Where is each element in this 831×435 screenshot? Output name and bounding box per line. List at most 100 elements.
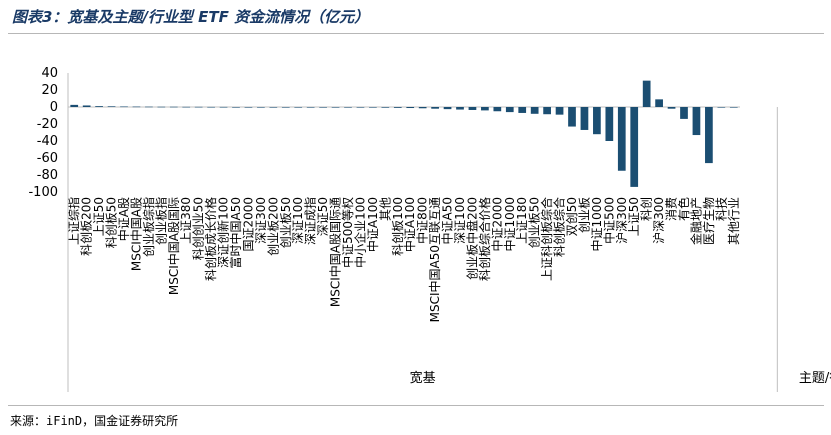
bar [381,107,390,108]
bar [680,107,688,119]
bar-series [70,80,738,187]
bar [431,107,439,109]
y-tick-label: 20 [41,83,58,98]
bar [605,107,614,141]
x-tick-label: MSCI中国A50互联互通 [427,197,442,322]
bar [518,107,527,113]
x-tick-label: 创业板50 [279,197,293,248]
bar [269,107,278,108]
x-tick-label: 深证成指 [303,197,318,245]
figure-title: 图表3：宽基及主题/行业型 ETF 资金流情况（亿元） [12,8,370,26]
bar [169,106,178,108]
bar [145,106,153,108]
bar [468,107,477,110]
x-tick-label: 有色 [677,197,691,221]
x-tick-label: 科创创业50 [192,197,206,260]
bar [568,107,576,127]
bar [369,107,377,108]
bar [120,106,128,108]
y-tick-label: 0 [50,100,58,115]
x-tick-label: 上证380 [179,197,193,244]
category-groups: 宽基 主题/行业 [67,73,831,392]
bar [132,106,141,108]
bar [344,107,352,108]
x-tick-label: 创业板50 [528,197,542,248]
x-tick-label: 国证2000 [241,197,255,252]
x-tick-label: 中证A100 [402,197,417,252]
y-tick-label: -40 [37,134,58,149]
x-tick-label: 创业板 [577,197,591,233]
bar [294,107,303,108]
bar [281,107,290,108]
bar [630,107,639,187]
bar [729,107,738,108]
x-tick-label: 上证科创板综合 [539,197,554,281]
x-tick-label: 创业板中盘200 [464,197,479,280]
bar [331,107,340,108]
x-tick-label: 富时中国A50 [228,197,243,268]
bar [717,107,726,108]
bar [530,107,539,114]
bar [232,107,240,108]
y-axis: 40 20 0 -20 -40 -60 -80 -100 [28,66,740,200]
x-tick-label: 中证1000 [502,197,517,252]
x-tick-label: 科创板50 [105,197,119,248]
x-tick-label: 中证500 [601,197,616,244]
bar [580,107,589,130]
x-tick-label: 中证500等权 [340,197,355,268]
bar [182,106,191,108]
bar [356,107,365,108]
x-tick-label: 双创50 [565,197,579,236]
x-tick-label: 中证800 [415,197,430,244]
bar [406,107,415,109]
bar [244,107,253,108]
x-tick-label: 消费 [665,197,679,221]
x-tick-label: 创业板综指 [141,197,156,257]
y-tick-label: -80 [37,168,58,183]
bar [667,107,676,109]
bar [219,106,228,108]
x-tick-label: 上证50 [627,197,641,236]
x-tick-label: 中证A100 [365,197,380,252]
bar [157,106,166,108]
x-tick-label: MSCI中国A股 [128,197,143,271]
bar [393,107,402,108]
x-tick-label: 中证A股 [116,197,131,241]
bar [655,99,663,107]
bar [82,105,91,107]
x-tick-label: 科创板100 [391,197,405,256]
x-tick-label: 深证300 [254,197,268,244]
group-label: 宽基 [410,370,436,386]
title-divider [8,33,824,34]
bar [456,107,464,110]
x-tick-label: 中小企业100 [352,197,367,268]
bar [194,106,203,108]
y-tick-label: -100 [28,185,58,200]
bar [107,106,116,107]
x-tick-label: 医疗生物 [702,197,716,245]
y-tick-label: 40 [41,66,58,81]
source-note: 来源：iFinD，国金证券研究所 [10,414,179,428]
bar [555,107,564,115]
bar [642,80,651,107]
x-tick-label: 创业板200 [266,197,280,256]
x-tick-label: 科创 [640,197,654,221]
x-tick-label: 科创板综合 [552,197,567,257]
x-tick-labels: 上证综指科创板200上证50科创板50中证A股MSCI中国A股创业板综指创业板指… [66,197,741,322]
x-tick-label: 沪深300 [652,197,666,244]
bar [306,107,315,108]
bar [418,107,427,109]
x-tick-label: 沪深300 [615,197,629,244]
y-tick-label: -60 [37,151,58,166]
x-tick-label: 科创板200 [80,197,94,256]
x-tick-label: MSCI中国A股国际 [166,197,181,295]
bar [493,107,502,112]
y-tick-label: -20 [37,117,58,132]
bar [95,106,103,107]
x-tick-label: 深证100 [453,197,467,244]
bar [70,104,79,107]
x-tick-label: 中证2000 [489,197,504,252]
x-tick-label: 上证180 [515,197,529,244]
x-tick-label: 深证100 [291,197,305,244]
bar [543,107,551,115]
